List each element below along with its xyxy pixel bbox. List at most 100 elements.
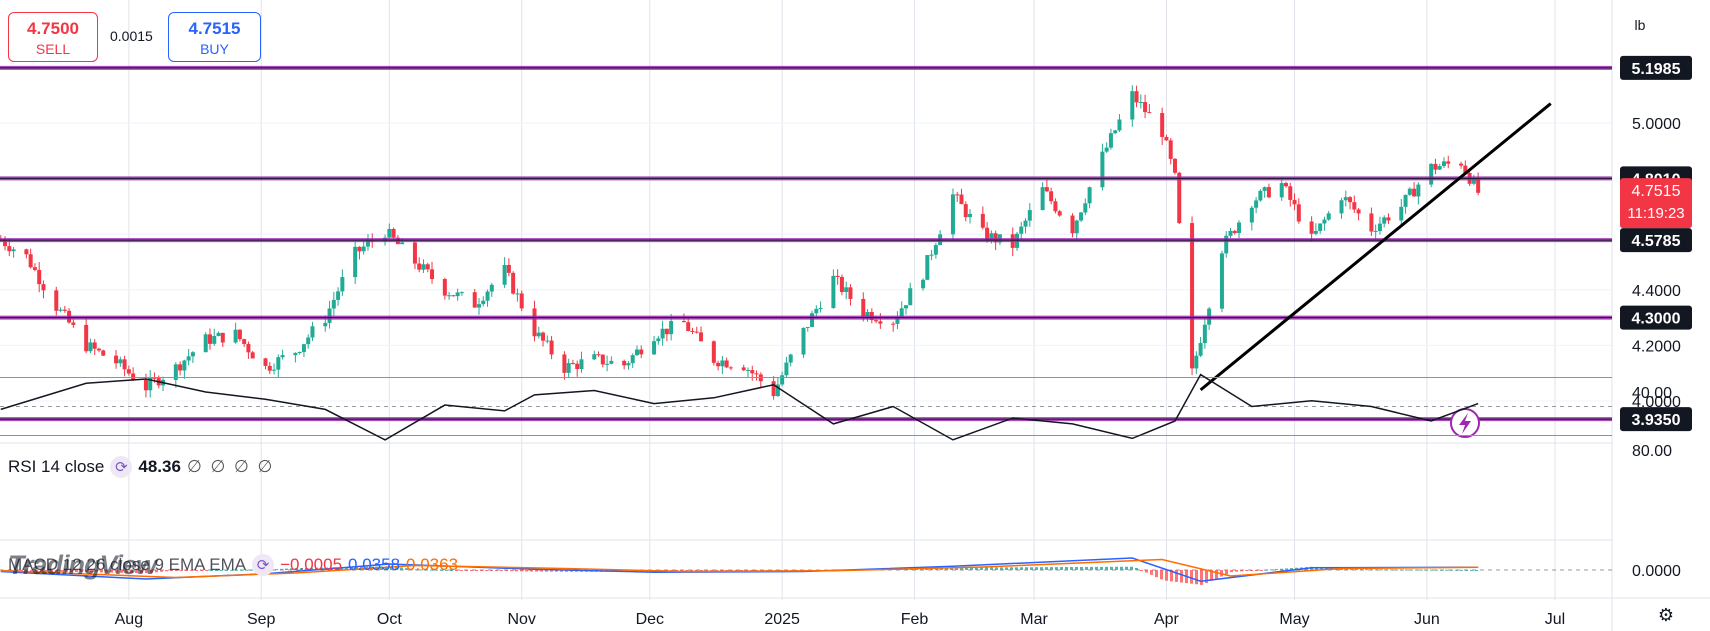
candle-body	[280, 355, 285, 358]
candle-body	[1339, 200, 1344, 214]
candle	[62, 305, 67, 313]
candle	[178, 361, 183, 376]
rsi-settings-icon[interactable]: ⟳	[110, 456, 133, 478]
candle	[472, 288, 477, 308]
candle	[297, 351, 302, 355]
candle	[1433, 158, 1438, 175]
candle	[596, 351, 601, 357]
macd-settings-icon[interactable]: ⟳	[252, 554, 275, 576]
macd-hist-bar	[1040, 567, 1043, 570]
candle	[600, 354, 605, 368]
candle-body	[771, 381, 776, 397]
candle	[660, 320, 665, 346]
macd-hist-bar	[975, 567, 978, 570]
candle	[1087, 186, 1092, 209]
candle	[835, 269, 840, 285]
unit-button[interactable]: lb	[1634, 17, 1646, 33]
macd-hist-bar	[1430, 569, 1433, 571]
candle	[784, 356, 789, 377]
candle	[908, 282, 913, 306]
macd-hist-bar	[1465, 569, 1468, 571]
candle	[1356, 207, 1361, 221]
candle-body	[1412, 188, 1417, 197]
candle-body	[1160, 112, 1165, 137]
macd-hist-bar	[935, 568, 938, 570]
macd-hist-bar	[275, 569, 278, 571]
level-price-label: 3.9350	[1632, 412, 1681, 429]
macd-hist-bar	[95, 570, 98, 573]
candle-body	[630, 355, 635, 364]
time-axis-tick: Mar	[1020, 611, 1048, 628]
candle-body	[1100, 151, 1105, 188]
candle-body	[681, 321, 686, 323]
sell-label: SELL	[35, 41, 71, 57]
candle-body	[1027, 210, 1032, 221]
candle	[515, 288, 520, 302]
candle	[805, 326, 810, 332]
candle-body	[1309, 221, 1314, 234]
candle	[968, 209, 973, 224]
candle-body	[143, 380, 148, 391]
macd-hist-bar	[1115, 566, 1118, 570]
candle	[32, 263, 37, 272]
macd-hist-bar	[550, 570, 553, 572]
candle-body	[459, 292, 464, 294]
candle	[1309, 216, 1314, 242]
candle-body	[1288, 186, 1293, 200]
candle	[310, 321, 315, 342]
macd-hist-bar	[1385, 569, 1388, 571]
macd-hist-bar	[1365, 569, 1368, 571]
candle	[1023, 218, 1028, 234]
candle	[1053, 198, 1058, 214]
macd-hist-bar	[390, 566, 393, 570]
candle-body	[310, 326, 315, 338]
macd-hist-bar	[140, 570, 143, 574]
candle	[771, 376, 776, 400]
candle-body	[1190, 223, 1195, 369]
candle-body	[1164, 136, 1169, 141]
candle	[754, 370, 759, 381]
candle	[519, 290, 524, 312]
candle-body	[1177, 172, 1182, 224]
macd-hist-bar	[1215, 570, 1218, 579]
candle-body	[848, 287, 853, 299]
candle	[899, 301, 904, 319]
candle	[694, 326, 699, 334]
candle-body	[1382, 217, 1387, 224]
macd-hist-bar	[1285, 568, 1288, 570]
candle	[233, 322, 238, 344]
macd-hist-bar	[1440, 569, 1443, 571]
candle	[267, 361, 272, 375]
macd-hist-bar	[1355, 569, 1358, 571]
candle-body	[694, 331, 699, 333]
candle	[1437, 163, 1442, 170]
rsi-legend[interactable]: RSI 14 close ⟳ 48.36 ∅ ∅ ∅ ∅	[8, 456, 274, 478]
candle	[1249, 205, 1254, 231]
candle-body	[1019, 226, 1024, 234]
candle-body	[699, 332, 704, 342]
candle-body	[711, 341, 716, 363]
macd-hist-bar	[210, 569, 213, 571]
macd-signal-value: 0.0363	[406, 555, 459, 574]
sell-button[interactable]: 4.7500 SELL	[8, 12, 98, 62]
candle-body	[276, 357, 281, 370]
macd-hist-bar	[1460, 569, 1463, 571]
macd-hist-bar	[1105, 566, 1108, 570]
time-axis-tick: Feb	[901, 611, 929, 628]
macd-hist-bar	[230, 569, 233, 571]
macd-hist-bar	[1090, 566, 1093, 570]
macd-legend[interactable]: MACD 12 26 close 9 EMA EMA ⟳ −0.0005 0.0…	[8, 554, 458, 576]
settings-icon[interactable]: ⚙	[1657, 605, 1675, 625]
macd-title: MACD 12 26 close 9 EMA EMA	[8, 555, 247, 574]
candle	[605, 355, 610, 372]
macd-hist-bar	[475, 570, 478, 571]
buy-button[interactable]: 4.7515 BUY	[168, 12, 261, 62]
candle-body	[1266, 187, 1271, 198]
macd-hist-bar	[1060, 567, 1063, 570]
tradingview-logo: TradingView	[8, 550, 157, 580]
macd-hist-bar	[460, 570, 463, 571]
macd-hist-value: −0.0005	[280, 555, 343, 574]
candle	[430, 261, 435, 284]
macd-hist-bar	[1035, 567, 1038, 570]
